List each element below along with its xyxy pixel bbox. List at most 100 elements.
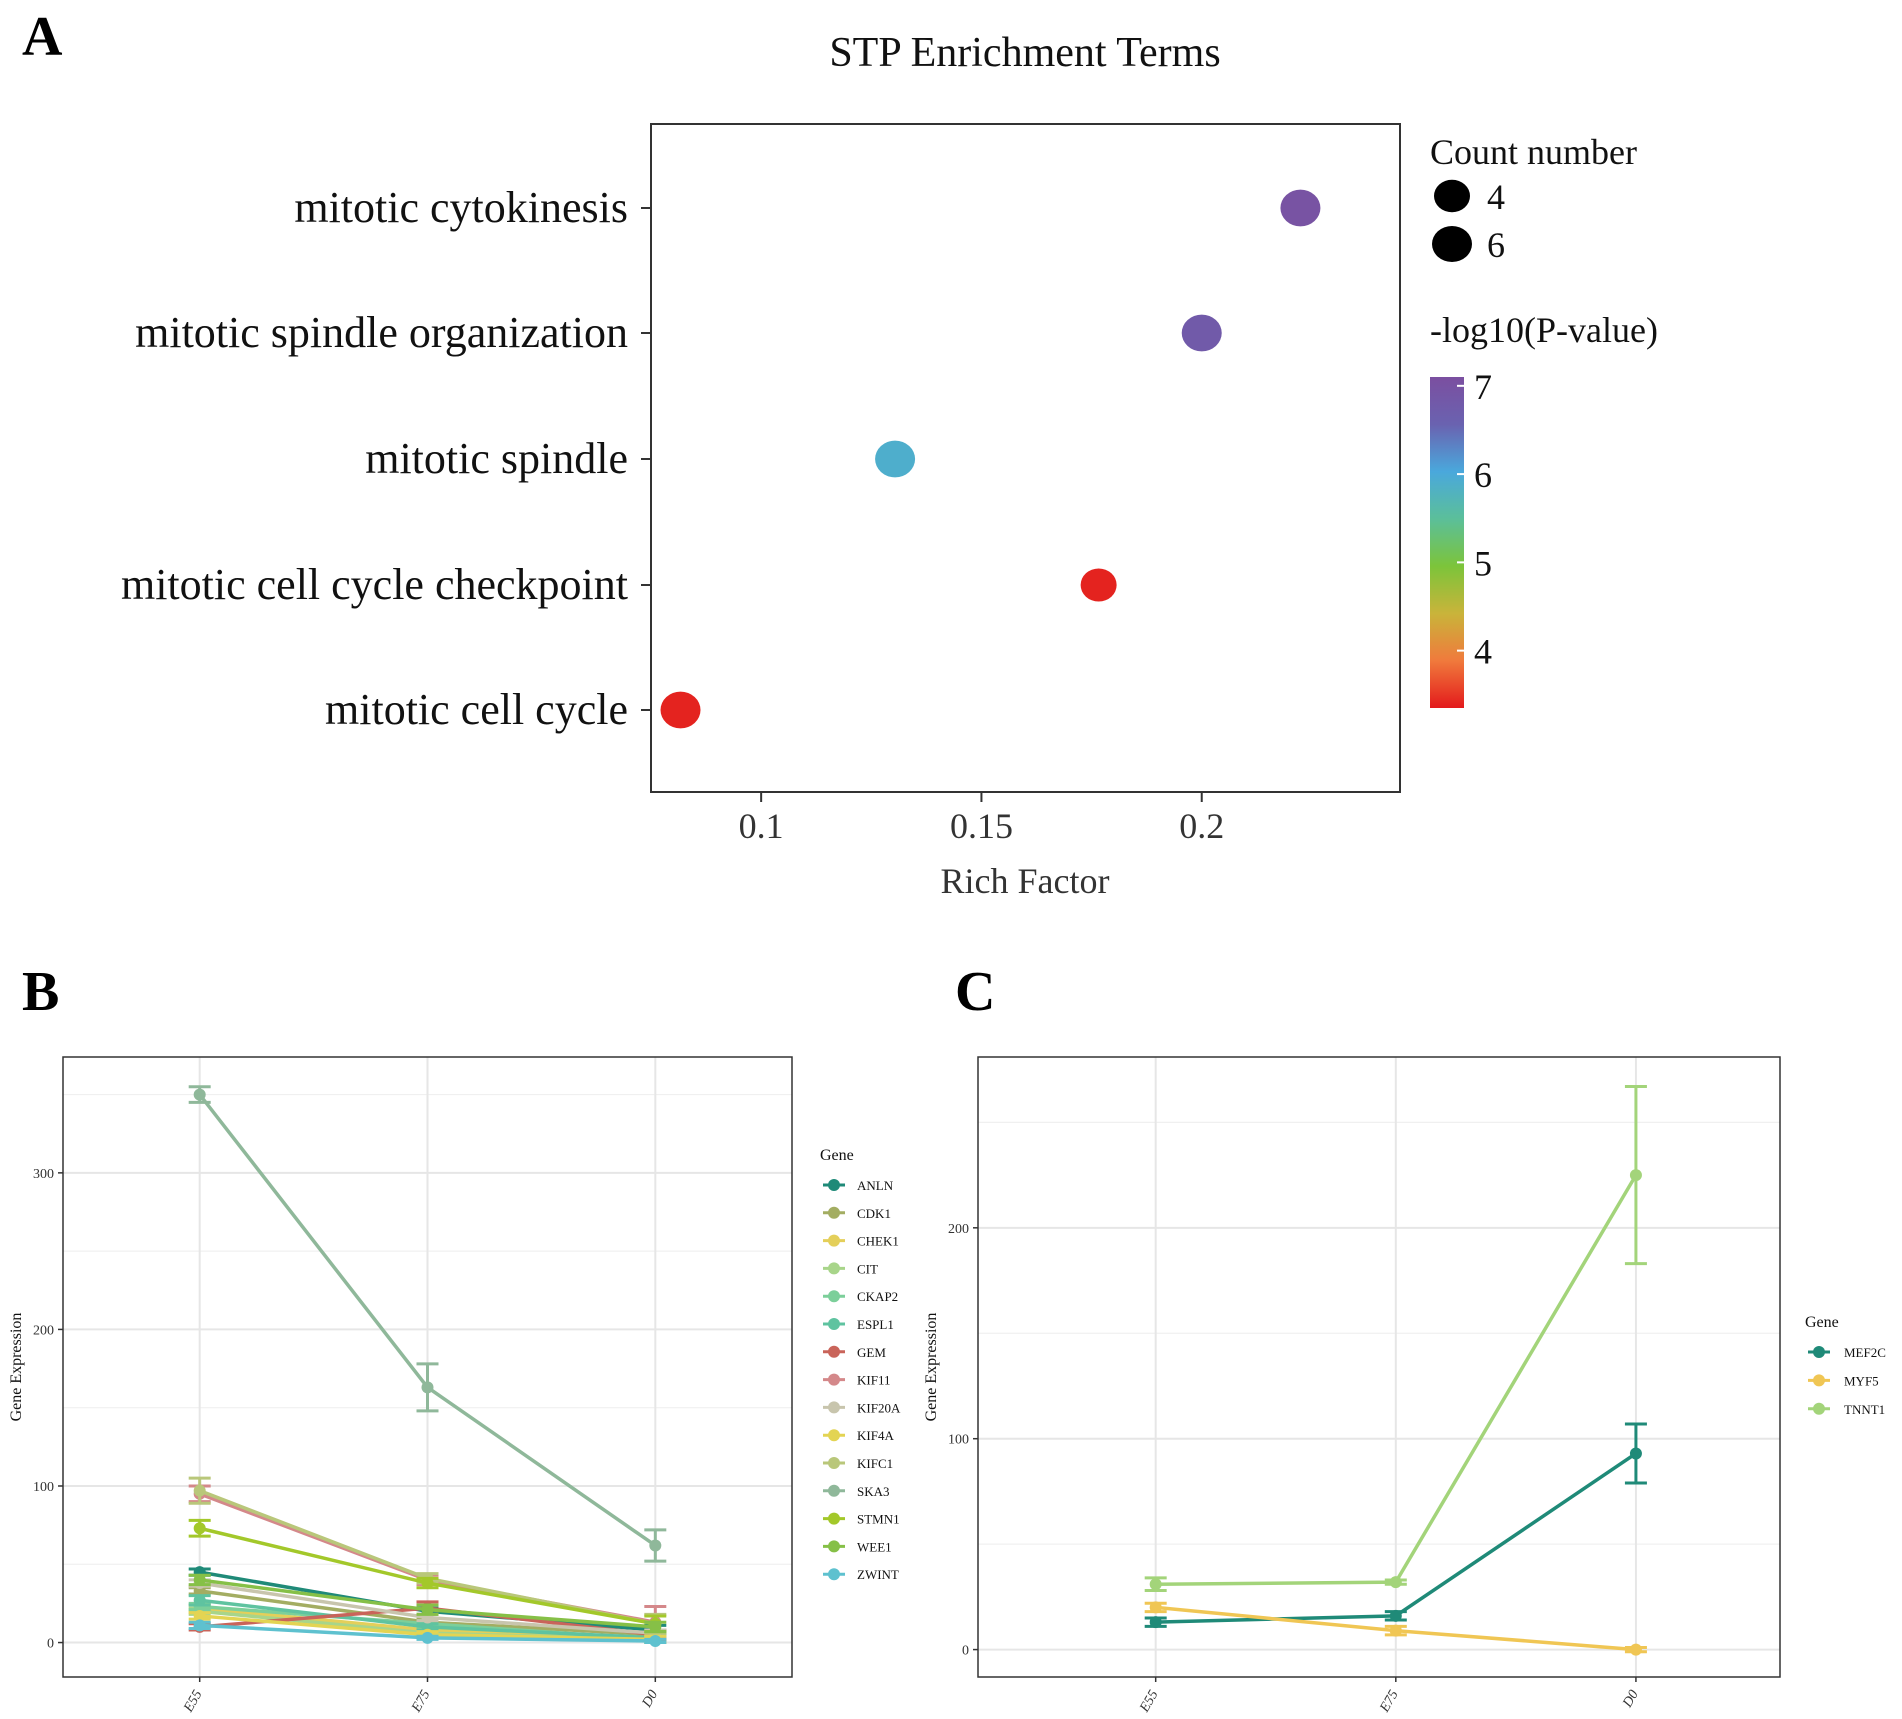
data-point [1389, 1624, 1402, 1637]
legend-label: MYF5 [1844, 1373, 1879, 1388]
legend-key-point [828, 1484, 840, 1497]
data-point [1629, 1643, 1642, 1656]
legend-label: KIF20A [857, 1400, 901, 1415]
legend-key-point [828, 1345, 840, 1358]
legend-key-point [828, 1179, 840, 1191]
plot-background [978, 1057, 1780, 1677]
legend-key-point [828, 1206, 840, 1219]
x-tick-label: D0 [639, 1688, 661, 1711]
x-tick-label: E55 [1137, 1688, 1162, 1716]
legend-key-point [828, 1401, 840, 1414]
legend-key-point [828, 1512, 840, 1525]
x-tick-label: 0.2 [1179, 806, 1224, 846]
legend-label: GEM [857, 1345, 886, 1360]
data-point [421, 1631, 434, 1644]
plot-area [650, 123, 1401, 793]
panel-letter-c: C [955, 961, 995, 1023]
data-point [421, 1381, 434, 1394]
y-axis-label: Gene Expression [923, 1313, 940, 1422]
data-point [649, 1634, 662, 1647]
data-point [193, 1522, 206, 1535]
data-point [421, 1577, 434, 1590]
legend-label: ANLN [857, 1178, 894, 1193]
y-tick-label: mitotic spindle organization [135, 308, 628, 357]
data-point [1149, 1616, 1162, 1629]
plot-border [62, 1056, 793, 1678]
plot-border [977, 1056, 1781, 1678]
series-myf5 [1144, 1601, 1647, 1656]
y-tick-label: mitotic cell cycle checkpoint [121, 560, 628, 609]
legend-key-point [1813, 1402, 1825, 1415]
series-tnnt1 [1144, 1085, 1647, 1593]
data-point [193, 1609, 206, 1622]
legend-key-point [828, 1540, 840, 1553]
gene-expression-line-chart-c: 0 100 200 E55 E75 D0 Gene Expression Gene MEF2C M… [923, 1056, 1886, 1716]
data-point [1389, 1609, 1402, 1622]
legend-label: WEE1 [857, 1539, 892, 1554]
legend-label: CKAP2 [857, 1289, 898, 1304]
legend-label: TNNT1 [1844, 1402, 1885, 1417]
x-tick-label: E75 [1377, 1688, 1402, 1716]
data-point [1149, 1578, 1162, 1591]
series-wee1 [188, 1573, 667, 1634]
panel-letter-a: A [22, 6, 63, 68]
chart-title: STP Enrichment Terms [829, 30, 1220, 76]
legend-title: Gene [820, 1147, 854, 1164]
legend-title: Gene [1805, 1314, 1839, 1331]
x-tick-label: E75 [409, 1688, 434, 1716]
y-tick-label: 100 [33, 1480, 54, 1495]
legend-label: KIFC1 [857, 1456, 893, 1471]
data-point [1080, 568, 1117, 602]
y-tick-label: 100 [948, 1433, 969, 1448]
y-tick-label: mitotic cell cycle [325, 685, 628, 734]
legend-label: CHEK1 [857, 1234, 899, 1249]
y-tick-label: 300 [33, 1167, 54, 1182]
data-point [1280, 189, 1321, 227]
legend-key-point [1813, 1374, 1825, 1387]
legend-key-point [828, 1568, 840, 1581]
size-legend-label: 6 [1487, 225, 1505, 265]
y-tick-label: mitotic cytokinesis [294, 183, 628, 232]
data-point [421, 1603, 434, 1616]
x-tick-label: D0 [1620, 1688, 1642, 1711]
data-point [660, 691, 701, 729]
gene-expression-line-chart-b: 0 100 200 300 E55 E75 D0 Gene Expression GeneANL… [8, 1056, 901, 1716]
series-mef2c [1144, 1422, 1647, 1629]
color-bar-tick-label: 7 [1474, 367, 1492, 407]
x-tick-label: E55 [181, 1688, 206, 1716]
color-bar [1430, 377, 1464, 708]
size-legend-title: Count number [1430, 132, 1637, 172]
legend-label: CIT [857, 1261, 878, 1276]
legend-key-point [1813, 1346, 1825, 1358]
color-bar-tick-label: 6 [1474, 455, 1492, 495]
legend-key-point [828, 1373, 840, 1386]
data-point [1149, 1601, 1162, 1614]
size-legend-label: 4 [1487, 177, 1505, 217]
series-ska3 [188, 1085, 667, 1563]
legend-key-point [828, 1262, 840, 1275]
y-tick-label: 200 [948, 1222, 969, 1237]
data-point [1389, 1576, 1402, 1589]
legend-label: ZWINT [857, 1567, 899, 1582]
x-tick-label: 0.1 [739, 806, 784, 846]
data-point [875, 440, 916, 478]
size-legend-key [1432, 226, 1472, 262]
legend-label: SKA3 [857, 1484, 890, 1499]
panel-letter-b: B [22, 961, 59, 1023]
data-point [649, 1539, 662, 1552]
legend-key-point [828, 1457, 840, 1469]
legend-key-point [828, 1318, 840, 1330]
data-point [1629, 1169, 1642, 1182]
y-tick-label: 200 [33, 1323, 54, 1338]
series-zwint [188, 1619, 667, 1647]
legend-label: KIF11 [857, 1373, 890, 1388]
size-legend-key [1434, 179, 1470, 213]
legend-label: ESPL1 [857, 1317, 894, 1332]
legend-key-point [828, 1429, 840, 1442]
legend-key-point [828, 1290, 840, 1303]
legend-label: KIF4A [857, 1428, 894, 1443]
data-point [193, 1484, 206, 1497]
y-tick-label: 0 [962, 1644, 969, 1659]
data-point [193, 1594, 206, 1607]
